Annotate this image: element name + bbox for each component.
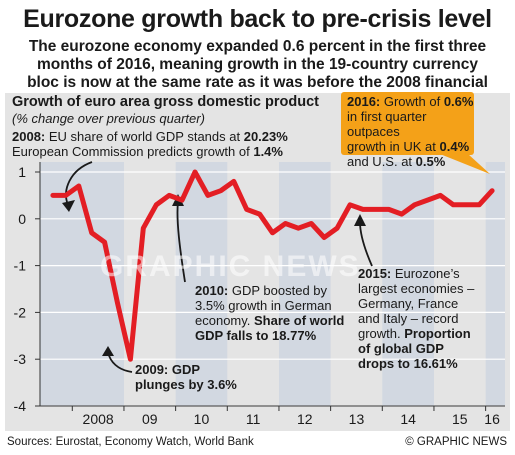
x-tick-label: 2008 (83, 411, 114, 427)
year-band (175, 162, 228, 406)
arrow-2008 (65, 161, 93, 206)
annotation-2008: 2008: EU share of world GDP stands at 20… (12, 129, 288, 159)
chart-title: Growth of euro area gross domestic produ… (12, 94, 319, 110)
x-tick-label: 12 (297, 411, 313, 427)
y-tick-label: -2 (14, 304, 27, 320)
annotation-2015: 2015: Eurozone’s largest economies – Ger… (358, 266, 475, 371)
year-band (278, 162, 331, 406)
sources: Sources: Eurostat, Economy Watch, World … (7, 436, 254, 448)
annotation-2010: 2010: GDP boosted by 3.5% growth in Germ… (195, 283, 345, 343)
annotation-2016-callout: 2016: Growth of 0.6% in first quarter ou… (341, 92, 474, 169)
y-tick-label: 0 (18, 211, 26, 227)
credit: © GRAPHIC NEWS (405, 436, 507, 448)
arrow-2010 (176, 201, 186, 283)
x-tick-label: 09 (142, 411, 158, 427)
page-title: Eurozone growth back to pre-crisis level (23, 5, 492, 33)
gdp-growth-line (50, 169, 495, 362)
x-tick-label: 13 (349, 411, 365, 427)
x-tick-label: 16 (484, 411, 500, 427)
x-tick-label: 14 (400, 411, 416, 427)
y-tick-label: -1 (14, 258, 27, 274)
page-subtitle: The eurozone economy expanded 0.6 percen… (27, 38, 488, 109)
y-tick-label: 1 (18, 164, 26, 180)
arrowhead-2009 (102, 346, 114, 356)
year-band (485, 162, 505, 406)
x-tick-label: 11 (246, 411, 261, 427)
y-tick-label: -4 (14, 398, 27, 414)
watermark: GRAPHIC NEWS (100, 250, 361, 283)
y-tick-label: -3 (14, 351, 27, 367)
arrow-2015 (359, 221, 373, 267)
arrowhead-2008 (62, 200, 75, 212)
x-tick-label: 15 (452, 411, 468, 427)
chart-subtitle: (% change over previous quarter) (12, 111, 205, 126)
arrowhead-2015 (354, 214, 366, 226)
annotation-2009: 2009: GDP plunges by 3.6% (135, 362, 237, 392)
x-tick-label: 10 (194, 411, 210, 427)
